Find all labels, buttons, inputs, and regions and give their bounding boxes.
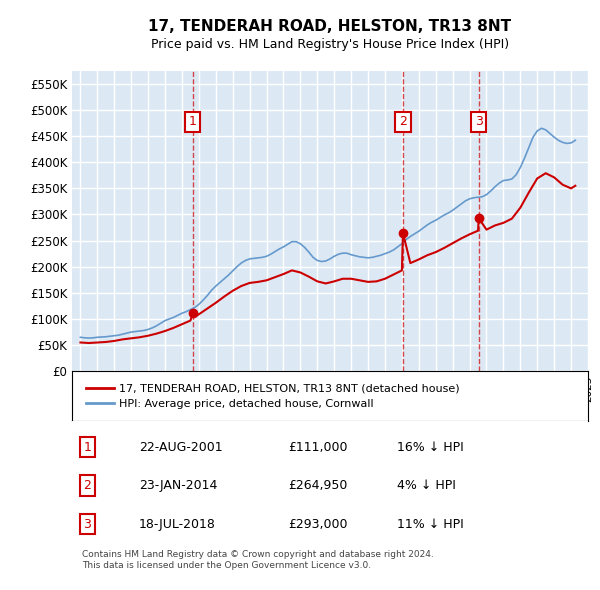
Text: £111,000: £111,000 xyxy=(289,441,348,454)
Text: 16% ↓ HPI: 16% ↓ HPI xyxy=(397,441,464,454)
Text: 3: 3 xyxy=(475,116,482,129)
Text: Contains HM Land Registry data © Crown copyright and database right 2024.
This d: Contains HM Land Registry data © Crown c… xyxy=(82,550,434,569)
Text: 18-JUL-2018: 18-JUL-2018 xyxy=(139,517,216,530)
Text: 11% ↓ HPI: 11% ↓ HPI xyxy=(397,517,464,530)
Legend: 17, TENDERAH ROAD, HELSTON, TR13 8NT (detached house), HPI: Average price, detac: 17, TENDERAH ROAD, HELSTON, TR13 8NT (de… xyxy=(83,380,463,412)
Text: 1: 1 xyxy=(83,441,91,454)
Text: 2: 2 xyxy=(399,116,407,129)
Text: 17, TENDERAH ROAD, HELSTON, TR13 8NT: 17, TENDERAH ROAD, HELSTON, TR13 8NT xyxy=(148,19,512,34)
Text: 22-AUG-2001: 22-AUG-2001 xyxy=(139,441,223,454)
Text: £293,000: £293,000 xyxy=(289,517,348,530)
Text: 23-JAN-2014: 23-JAN-2014 xyxy=(139,479,217,492)
Text: 4% ↓ HPI: 4% ↓ HPI xyxy=(397,479,456,492)
Text: 1: 1 xyxy=(189,116,197,129)
Text: £264,950: £264,950 xyxy=(289,479,348,492)
Text: Price paid vs. HM Land Registry's House Price Index (HPI): Price paid vs. HM Land Registry's House … xyxy=(151,38,509,51)
Text: 3: 3 xyxy=(83,517,91,530)
Text: 2: 2 xyxy=(83,479,91,492)
